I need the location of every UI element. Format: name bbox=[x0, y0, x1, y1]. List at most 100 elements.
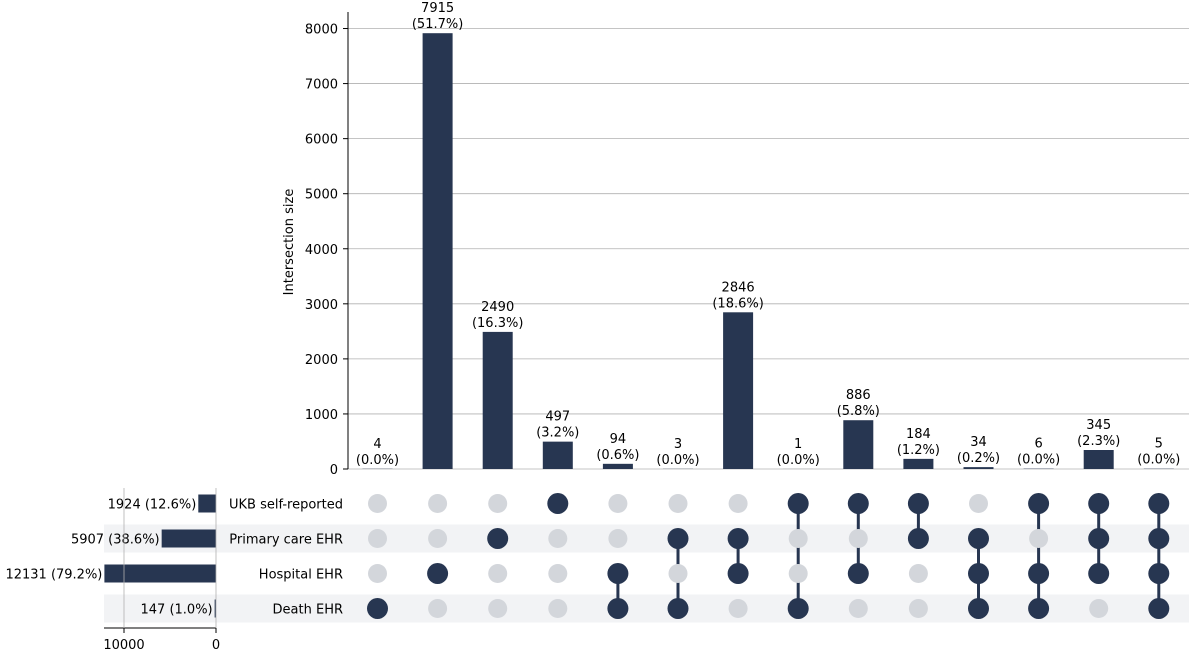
matrix-row-stripe bbox=[104, 594, 1189, 623]
matrix-dot-inactive bbox=[728, 599, 748, 618]
matrix-dot-inactive bbox=[788, 564, 808, 583]
bar-count-label: 7915 bbox=[421, 1, 454, 16]
matrix-dot-inactive bbox=[488, 599, 508, 618]
intersection-bar bbox=[542, 441, 573, 469]
set-size-bar bbox=[104, 564, 216, 583]
matrix-dot-active bbox=[1088, 563, 1110, 584]
intersection-bar bbox=[723, 312, 754, 469]
matrix-dot-active bbox=[907, 528, 929, 549]
set-size-label: 12131 (79.2%) bbox=[5, 568, 102, 583]
bar-percent-label: (0.6%) bbox=[596, 448, 639, 463]
set-size-label: 5907 (38.6%) bbox=[71, 533, 160, 548]
bar-count-label: 34 bbox=[970, 435, 987, 450]
y-tick-label: 5000 bbox=[305, 188, 338, 203]
matrix-row-stripe bbox=[104, 524, 1189, 553]
y-tick-label: 3000 bbox=[305, 298, 338, 313]
matrix-dot-inactive bbox=[848, 529, 868, 548]
intersection-bar bbox=[1083, 450, 1114, 469]
matrix-dot-inactive bbox=[488, 564, 508, 583]
bar-count-label: 886 bbox=[846, 388, 871, 403]
matrix-dot-inactive bbox=[668, 494, 688, 513]
matrix-dot-inactive bbox=[969, 494, 988, 513]
bar-count-label: 2846 bbox=[722, 280, 755, 295]
bar-count-label: 4 bbox=[373, 437, 381, 452]
y-tick-label: 6000 bbox=[305, 133, 338, 148]
set-name-label: UKB self-reported bbox=[229, 498, 343, 513]
bar-count-label: 6 bbox=[1034, 437, 1042, 452]
matrix-dot-active bbox=[787, 598, 809, 619]
set-size-bar bbox=[214, 599, 216, 618]
y-gridlines bbox=[348, 28, 1189, 470]
set-size-bar bbox=[198, 494, 216, 513]
matrix-dot-inactive bbox=[908, 564, 928, 583]
matrix-dot-active bbox=[907, 493, 929, 514]
matrix-dot-active bbox=[727, 563, 749, 584]
intersection-bars bbox=[362, 33, 1174, 470]
y-tick-label: 0 bbox=[330, 463, 338, 478]
y-axis-label: Intersection size bbox=[282, 189, 297, 296]
matrix-dot-active bbox=[1148, 528, 1170, 549]
matrix-dot-active bbox=[487, 528, 509, 549]
matrix-dot-active bbox=[1028, 563, 1050, 584]
matrix-dot-inactive bbox=[1089, 599, 1109, 618]
matrix-dot-inactive bbox=[548, 529, 568, 548]
intersection-bar bbox=[422, 33, 453, 470]
matrix-dot-inactive bbox=[428, 599, 448, 618]
set-name-label: Death EHR bbox=[273, 603, 343, 618]
matrix-dot-active bbox=[607, 563, 629, 584]
bar-count-label: 94 bbox=[610, 432, 627, 447]
set-size-tick-label: 10000 bbox=[103, 638, 144, 652]
set-name-labels: UKB self-reported Primary care EHR Hospita… bbox=[229, 498, 343, 618]
bar-percent-label: (0.0%) bbox=[777, 453, 820, 468]
matrix-dot-active bbox=[1148, 563, 1170, 584]
matrix-dot-active bbox=[427, 563, 449, 584]
bar-count-label: 497 bbox=[545, 410, 570, 425]
bar-count-label: 3 bbox=[674, 437, 682, 452]
bar-count-label: 5 bbox=[1155, 437, 1163, 452]
bar-count-label: 1 bbox=[794, 437, 802, 452]
matrix-dot-inactive bbox=[608, 529, 628, 548]
intersection-matrix bbox=[367, 493, 1170, 619]
bar-percent-label: (18.6%) bbox=[712, 296, 763, 311]
matrix-dot-active bbox=[968, 563, 989, 584]
matrix-dot-active bbox=[1148, 493, 1170, 514]
matrix-dot-inactive bbox=[608, 494, 628, 513]
matrix-dot-inactive bbox=[1029, 529, 1049, 548]
matrix-dot-inactive bbox=[728, 494, 748, 513]
set-name-label: Hospital EHR bbox=[259, 568, 343, 583]
matrix-dot-active bbox=[367, 598, 388, 619]
matrix-dot-active bbox=[727, 528, 749, 549]
matrix-dot-inactive bbox=[428, 529, 448, 548]
intersection-bar bbox=[602, 463, 633, 469]
y-axis: Intersection size 0 1000 2000 3000 4000 5000 6… bbox=[282, 12, 349, 478]
bar-percent-label: (2.3%) bbox=[1077, 434, 1120, 449]
bar-count-label: 184 bbox=[906, 427, 931, 442]
set-name-label: Primary care EHR bbox=[229, 533, 343, 548]
bar-percent-label: (0.0%) bbox=[1137, 453, 1180, 468]
bar-percent-label: (51.7%) bbox=[412, 17, 463, 32]
matrix-dot-inactive bbox=[368, 564, 387, 583]
matrix-dot-active bbox=[547, 493, 569, 514]
bar-count-label: 345 bbox=[1086, 418, 1111, 433]
matrix-dot-active bbox=[968, 528, 989, 549]
bar-count-label: 2490 bbox=[481, 300, 514, 315]
y-tick-label: 8000 bbox=[305, 23, 338, 38]
matrix-dot-active bbox=[847, 493, 869, 514]
matrix-dot-inactive bbox=[848, 599, 868, 618]
matrix-dot-active bbox=[667, 528, 689, 549]
bar-percent-label: (3.2%) bbox=[536, 426, 579, 441]
matrix-dot-inactive bbox=[548, 564, 568, 583]
set-size-axis: 10000 0 bbox=[103, 488, 220, 652]
matrix-dot-active bbox=[607, 598, 629, 619]
matrix-dot-active bbox=[667, 598, 689, 619]
matrix-dot-active bbox=[968, 598, 989, 619]
bar-percent-label: (0.0%) bbox=[656, 453, 699, 468]
y-tick-label: 4000 bbox=[305, 243, 338, 258]
bar-percent-label: (5.8%) bbox=[837, 404, 880, 419]
intersection-bar bbox=[843, 420, 874, 469]
bar-percent-label: (0.0%) bbox=[1017, 453, 1060, 468]
y-tick-label: 2000 bbox=[305, 353, 338, 368]
matrix-dot-active bbox=[1088, 528, 1110, 549]
bar-percent-label: (0.2%) bbox=[957, 451, 1000, 466]
